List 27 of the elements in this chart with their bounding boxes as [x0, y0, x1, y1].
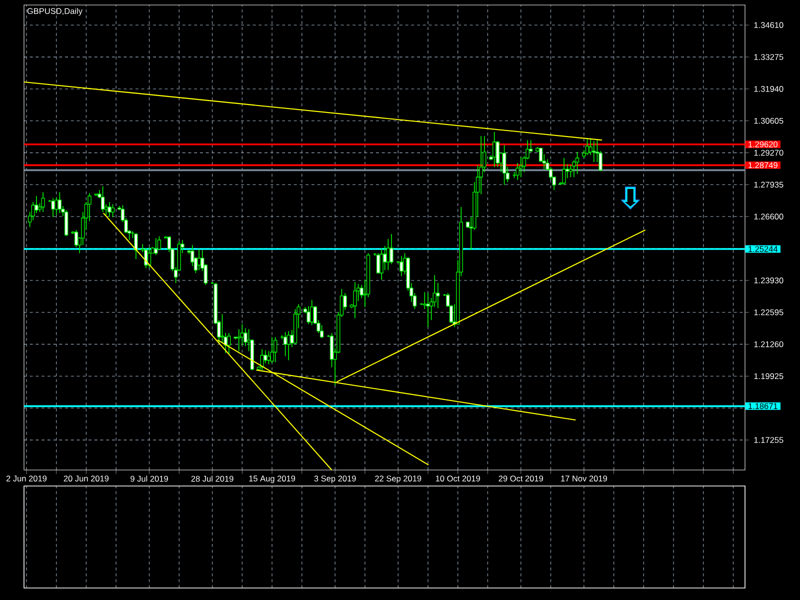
y-tick-label: 1.17255 [754, 437, 784, 443]
x-tick-label: 9 Jul 2019 [130, 476, 168, 482]
x-tick-label: 10 Oct 2019 [436, 476, 480, 482]
y-tick-label: 1.30605 [754, 118, 784, 124]
y-tick-label: 1.21260 [754, 341, 784, 348]
x-tick-label: 3 Sep 2019 [314, 476, 356, 484]
x-tick-label: 29 Oct 2019 [498, 476, 544, 482]
y-tick-label: 1.33275 [754, 54, 784, 60]
y-tick-label: 1.26600 [754, 214, 784, 220]
y-tick-label: 1.19925 [754, 373, 784, 380]
chart-title: GBPUSD,Daily [27, 8, 82, 16]
y-tick-label: 1.23930 [754, 277, 784, 284]
y-tick-label: 1.34610 [754, 22, 784, 28]
ref-line-label: 1.28749 [748, 162, 778, 168]
x-tick-label: 2 Jun 2019 [6, 476, 47, 482]
x-tick-label: 22 Sep 2019 [375, 476, 422, 484]
ref-line-label: 1.18671 [748, 403, 778, 410]
x-tick-label: 15 Aug 2019 [249, 476, 296, 484]
y-tick-label: 1.27935 [754, 182, 784, 188]
y-tick-label: 1.29270 [754, 150, 784, 156]
x-tick-label: 28 Jul 2019 [191, 476, 234, 482]
y-tick-label: 1.31940 [754, 86, 784, 92]
y-tick-label: 1.22595 [754, 309, 784, 316]
ref-line-label: 1.29620 [748, 141, 778, 148]
x-tick-label: 17 Nov 2019 [561, 476, 607, 482]
x-tick-label: 20 Jun 2019 [64, 476, 109, 482]
ref-line-label: 1.25244 [748, 246, 778, 252]
